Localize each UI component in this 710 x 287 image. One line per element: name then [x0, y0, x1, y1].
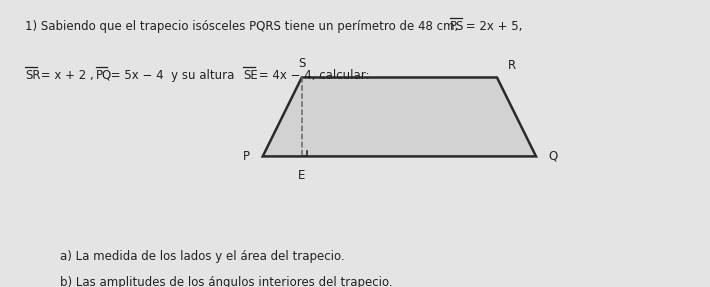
Text: SR: SR	[25, 69, 40, 82]
Text: PS: PS	[450, 20, 464, 33]
Text: SE: SE	[244, 69, 258, 82]
Text: = 2x + 5,: = 2x + 5,	[462, 20, 522, 33]
Text: b) Las amplitudes de los ángulos interiores del trapecio.: b) Las amplitudes de los ángulos interio…	[60, 276, 393, 287]
Text: a) La medida de los lados y el área del trapecio.: a) La medida de los lados y el área del …	[60, 250, 345, 263]
Text: PQ: PQ	[96, 69, 112, 82]
Text: S: S	[298, 57, 305, 70]
Text: = x + 2 ,: = x + 2 ,	[37, 69, 94, 82]
Text: = 5x − 4  y su altura: = 5x − 4 y su altura	[107, 69, 239, 82]
Text: P: P	[243, 150, 250, 163]
Text: = 4x − 4, calcular:: = 4x − 4, calcular:	[255, 69, 370, 82]
Text: Q: Q	[549, 150, 558, 163]
Text: E: E	[298, 169, 305, 182]
Text: R: R	[508, 59, 515, 72]
Polygon shape	[263, 77, 536, 156]
Text: 1) Sabiendo que el trapecio isósceles PQRS tiene un perímetro de 48 cm,: 1) Sabiendo que el trapecio isósceles PQ…	[25, 20, 462, 33]
